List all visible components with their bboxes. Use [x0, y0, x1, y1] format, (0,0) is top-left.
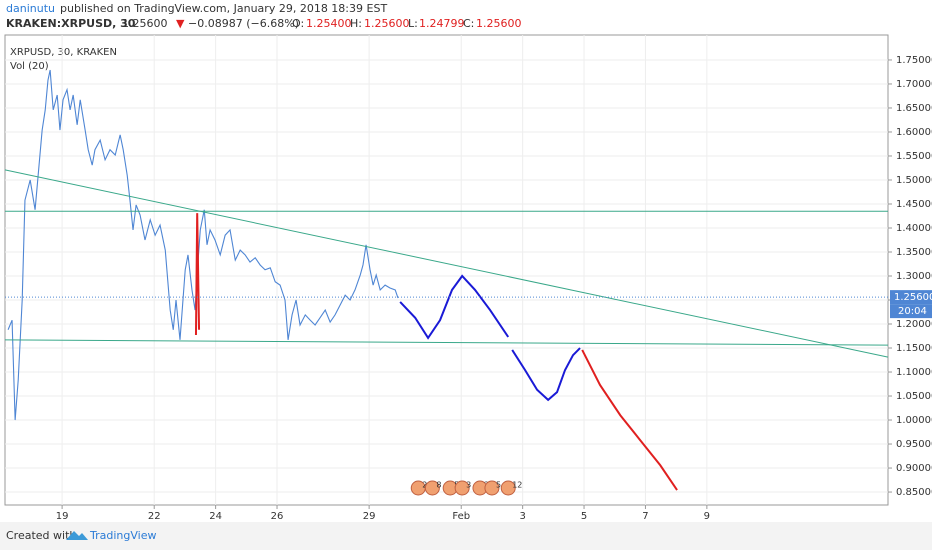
y-tick-label: 1.60000	[896, 127, 932, 138]
event-icon	[484, 480, 500, 496]
l-label: L:	[408, 17, 418, 30]
h: 1.25600	[364, 17, 410, 30]
y-tick-label: 1.55000	[896, 151, 932, 162]
h-label: H:	[350, 17, 362, 30]
y-tick-label: 1.75000	[896, 55, 932, 66]
x-tick-label: 22	[148, 511, 161, 522]
x-tick-label: 24	[209, 511, 222, 522]
x-tick-label: 9	[704, 511, 710, 522]
price-line	[7, 69, 399, 421]
y-tick-label: 1.10000	[896, 367, 932, 378]
event-label: 2	[422, 481, 427, 490]
drawing	[581, 349, 678, 491]
event-icon	[424, 480, 440, 496]
event-label: 3	[466, 481, 471, 490]
y-tick-label: 1.40000	[896, 223, 932, 234]
drawing	[194, 213, 201, 336]
y-tick-label: 1.15000	[896, 343, 932, 354]
x-tick-label: 29	[363, 511, 376, 522]
drawing	[4, 169, 889, 358]
footer-created: Created with	[6, 529, 76, 542]
y-tick-label: 1.70000	[896, 79, 932, 90]
y-tick-label: 1.65000	[896, 103, 932, 114]
footer-bar	[0, 522, 932, 550]
event-label: 5	[496, 481, 501, 490]
event-label: 8	[436, 481, 441, 490]
l: 1.24799	[419, 17, 465, 30]
x-tick-label: 7	[642, 511, 648, 522]
change: −0.08987 (−6.68%)	[188, 17, 299, 30]
event-label: 12	[512, 481, 522, 490]
symbol: KRAKEN:XRPUSD, 30	[6, 17, 136, 30]
last-price-box	[890, 290, 932, 305]
c: 1.25600	[476, 17, 522, 30]
x-tick-label: 3	[519, 511, 525, 522]
event-icon	[454, 480, 470, 496]
countdown-box	[890, 304, 932, 319]
o-label: O:	[292, 17, 304, 30]
drawing	[399, 274, 510, 340]
y-tick-label: 1.05000	[896, 391, 932, 402]
arrow: ▼	[176, 17, 185, 30]
logo	[66, 531, 88, 540]
legend-symbol: XRPUSD, 30, KRAKEN	[10, 47, 117, 58]
y-tick-label: 1.00000	[896, 415, 932, 426]
x-tick-label: 26	[271, 511, 284, 522]
x-tick-label: 19	[56, 511, 69, 522]
footer-brand[interactable]: TradingView	[89, 529, 156, 542]
y-tick-label: 0.95000	[896, 439, 932, 450]
x-tick-label: Feb	[452, 511, 470, 522]
event-icon	[500, 480, 516, 496]
plot-frame	[4, 34, 889, 506]
price: 1.25600	[122, 17, 168, 30]
y-tick-label: 1.20000	[896, 319, 932, 330]
y-tick-label: 1.35000	[896, 247, 932, 258]
y-tick-label: 1.45000	[896, 199, 932, 210]
y-tick-label: 1.50000	[896, 175, 932, 186]
legend-volume: Vol (20)	[10, 61, 49, 72]
x-tick-label: 5	[581, 511, 587, 522]
c-label: C:	[463, 17, 474, 30]
countdown-label: 20:04	[898, 306, 927, 317]
published: published on TradingView.com, January 29…	[60, 2, 387, 15]
drawing	[511, 347, 581, 402]
author[interactable]: daninutu	[6, 2, 55, 15]
drawing	[4, 339, 889, 346]
o: 1.25400	[306, 17, 352, 30]
y-tick-label: 1.30000	[896, 271, 932, 282]
last-price-label: 1.25600	[894, 292, 932, 303]
